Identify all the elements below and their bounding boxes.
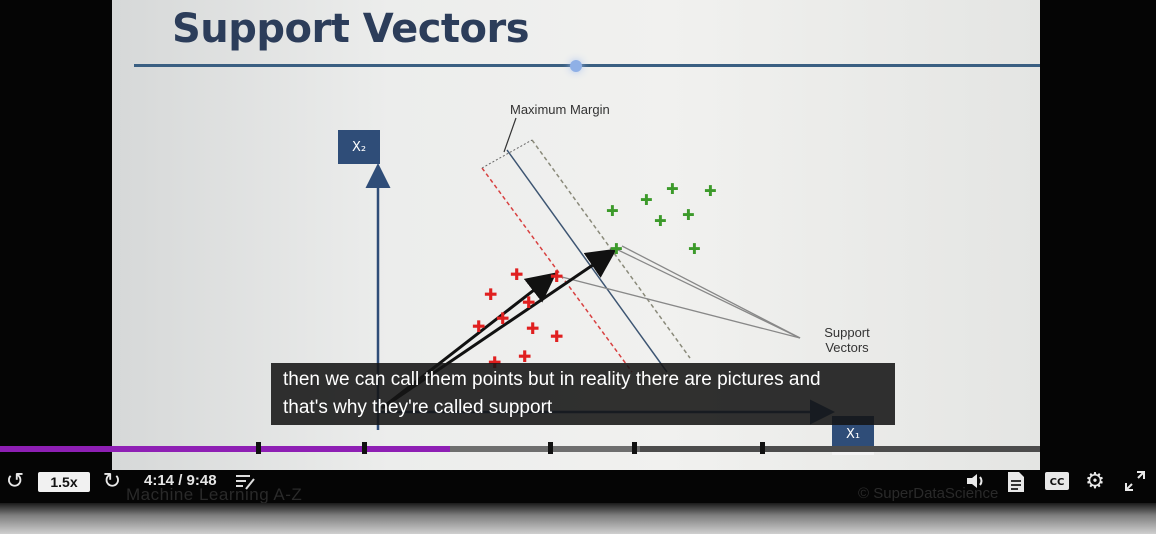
green-point: ✚ (682, 206, 695, 224)
support-vectors-line1: Support (824, 325, 870, 340)
fullscreen-icon-glyph (1125, 471, 1145, 491)
green-point: ✚ (654, 212, 667, 230)
notes-icon[interactable] (232, 469, 258, 493)
red-point: ✚ (550, 267, 563, 286)
sv-pointer-2 (557, 275, 801, 339)
transcript-icon-glyph (1008, 472, 1024, 492)
chapter-marker[interactable] (548, 442, 553, 454)
settings-icon[interactable]: ⚙ (1085, 468, 1105, 493)
volume-icon[interactable] (962, 469, 990, 493)
progress-bar[interactable] (0, 442, 1040, 454)
page-below-player (0, 503, 1156, 534)
time-display: 4:14 / 9:48 (144, 472, 217, 489)
red-point: ✚ (522, 293, 535, 312)
svm-diagram: ✚ ✚ ✚ ✚ ✚ ✚ ✚ ✚ ✚ ✚ ✚ ✚ ✚ ✚ ✚ ✚ ✚ ✚ (365, 117, 835, 430)
subtitle-caption: then we can call them points but in real… (271, 363, 895, 425)
maximum-margin-label: Maximum Margin (510, 102, 610, 117)
chapter-marker[interactable] (362, 442, 367, 454)
playhead-glow (570, 60, 582, 72)
caption-line-2: that's why they're called support (283, 397, 553, 418)
green-point: ✚ (610, 240, 623, 258)
fullscreen-icon[interactable] (1122, 468, 1148, 494)
playback-speed-button[interactable]: 1.5x (38, 472, 90, 492)
support-vectors-line2: Vectors (825, 340, 869, 355)
chapter-marker[interactable] (632, 442, 637, 454)
red-point: ✚ (526, 319, 539, 338)
player-controls: ↺ 1.5x ↻ 4:14 / 9:48 CC ⚙ (0, 465, 1156, 499)
title-rule (134, 64, 1040, 67)
forward-icon[interactable]: ↻ (102, 468, 122, 493)
cc-icon-glyph: CC (1045, 472, 1069, 490)
brand-watermark: © SuperDataScience (858, 485, 999, 502)
hyperplane-line (506, 149, 668, 373)
red-point: ✚ (550, 327, 563, 346)
course-title: Machine Learning A-Z (126, 485, 303, 504)
red-point: ✚ (510, 265, 523, 284)
green-point: ✚ (666, 180, 679, 198)
red-points: ✚ ✚ ✚ ✚ ✚ ✚ ✚ ✚ ✚ ✚ (472, 265, 563, 372)
red-point: ✚ (518, 347, 531, 366)
rewind-icon[interactable]: ↺ (5, 468, 25, 493)
chapter-marker[interactable] (760, 442, 765, 454)
x2-axis-label: X₂ (338, 130, 380, 164)
cc-label: CC (1050, 477, 1065, 488)
sv-pointer-3 (613, 247, 801, 339)
caption-line-1: then we can call them points but in real… (283, 369, 821, 390)
notes-icon-glyph (236, 475, 255, 490)
margin-line-red (481, 167, 633, 373)
red-point: ✚ (496, 309, 509, 328)
green-point: ✚ (704, 182, 717, 200)
progress-played (0, 446, 451, 452)
green-point: ✚ (640, 191, 653, 209)
margin-bracket (481, 139, 533, 169)
sv-pointer-1 (621, 245, 801, 339)
max-margin-pointer (503, 117, 517, 153)
slide-title: Support Vectors (172, 6, 530, 52)
cc-icon[interactable]: CC (1044, 471, 1070, 491)
red-point: ✚ (484, 285, 497, 304)
green-point: ✚ (688, 240, 701, 258)
green-points: ✚ ✚ ✚ ✚ ✚ ✚ ✚ ✚ (606, 180, 717, 258)
chapter-marker[interactable] (256, 442, 261, 454)
red-point: ✚ (472, 317, 485, 336)
transcript-icon[interactable] (1004, 469, 1028, 495)
volume-icon-glyph (967, 474, 983, 488)
support-vectors-label: Support Vectors (812, 325, 882, 355)
green-point: ✚ (606, 202, 619, 220)
